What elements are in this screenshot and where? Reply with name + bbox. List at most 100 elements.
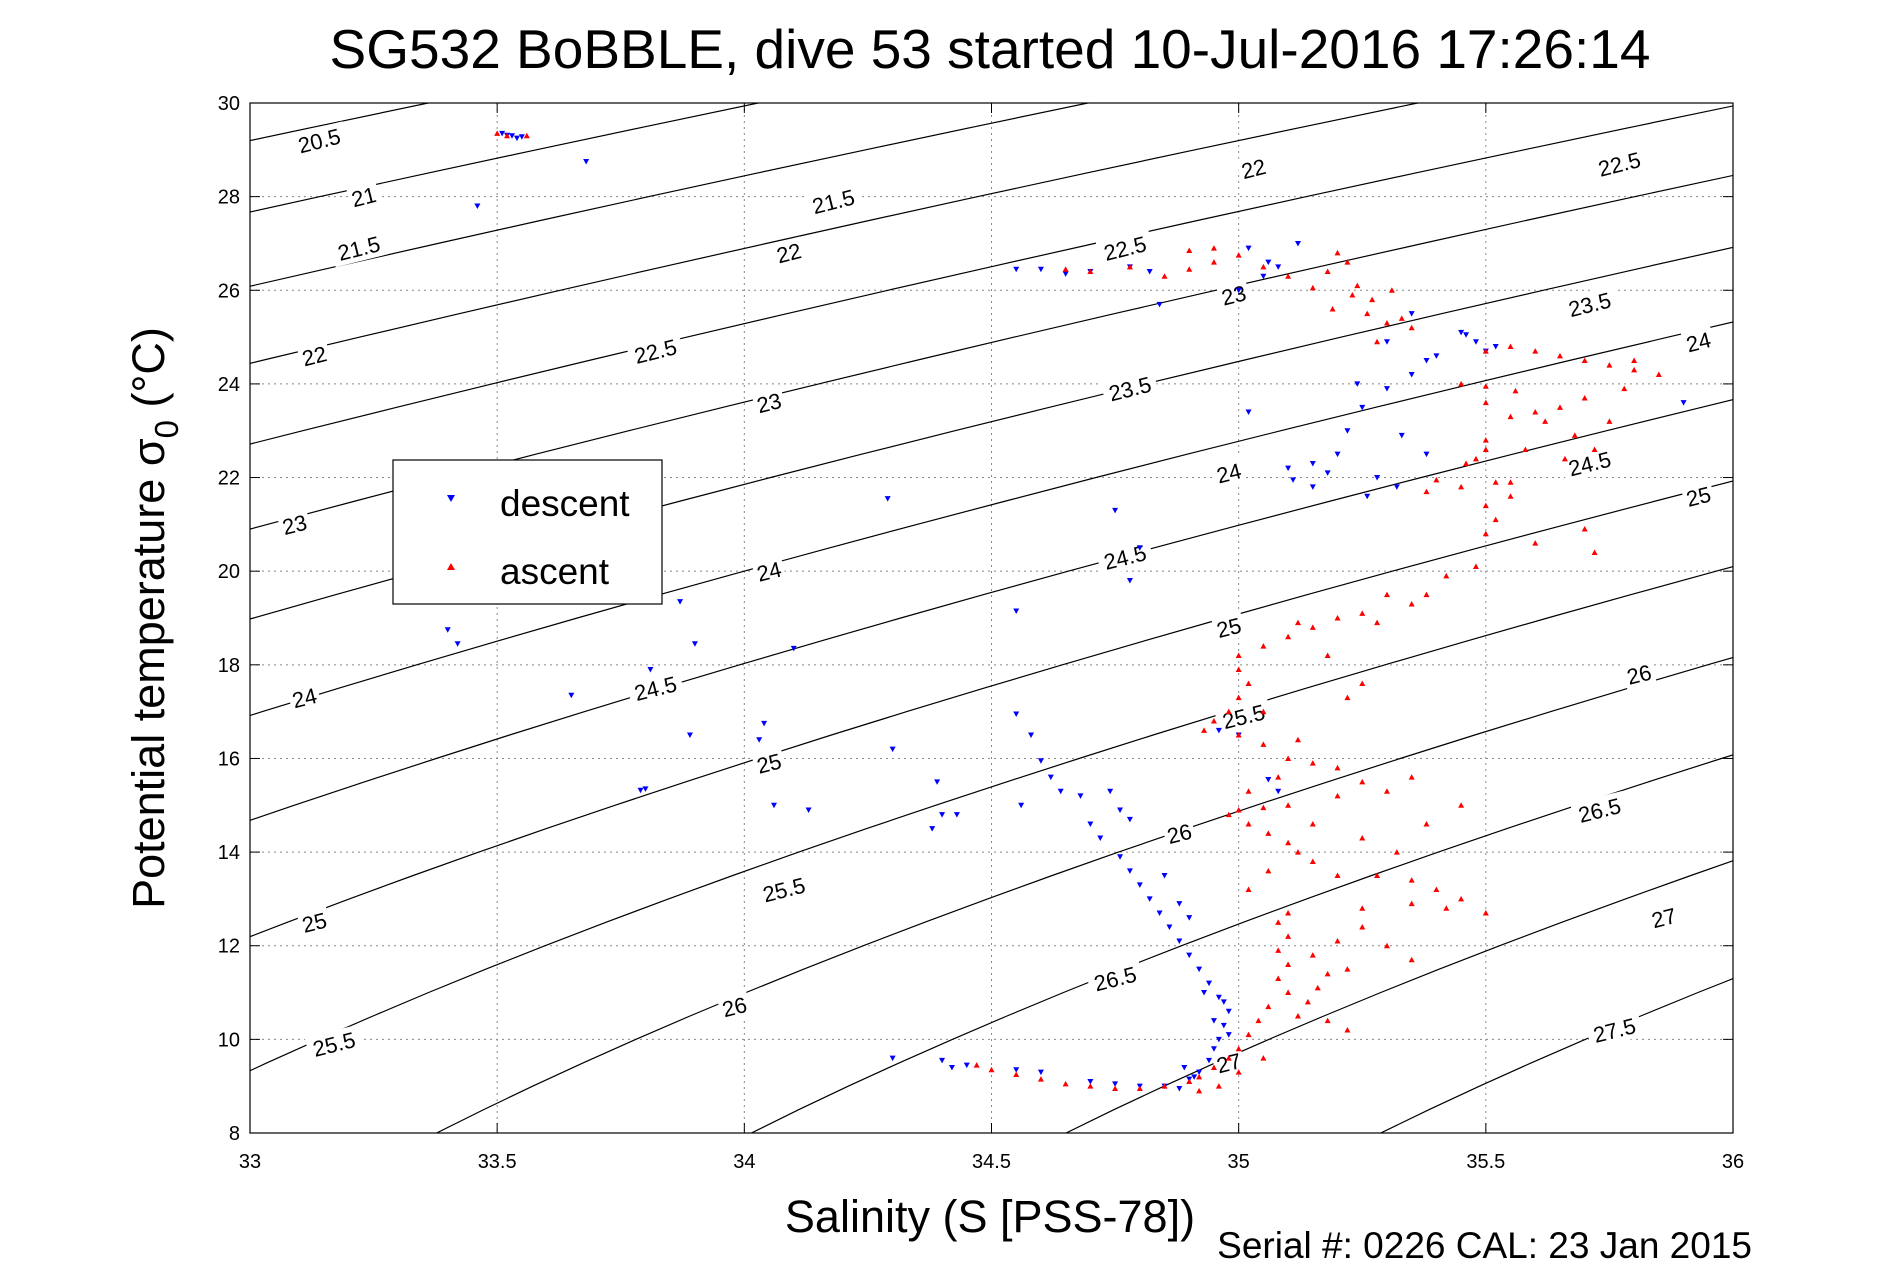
ascent-point — [1482, 399, 1489, 406]
legend: descent ascent — [392, 459, 663, 605]
descent-point — [1013, 608, 1020, 614]
descent-point — [1186, 952, 1193, 959]
descent-point — [1423, 451, 1430, 458]
descent-point — [1265, 777, 1272, 783]
density-contour-label: 26 — [1161, 817, 1197, 850]
density-contour-label: 25.5 — [304, 1024, 364, 1064]
ascent-point — [1265, 830, 1272, 836]
descent-point — [1215, 994, 1222, 1001]
ascent-point — [1309, 760, 1316, 766]
density-contour-label-bg — [1211, 611, 1247, 644]
descent-point — [1285, 465, 1292, 472]
descent-point — [1013, 711, 1020, 717]
ascent-point — [1255, 1017, 1262, 1024]
ascent-point — [1472, 563, 1479, 569]
legend-ascent-marker — [447, 563, 455, 570]
descent-point — [1161, 873, 1168, 879]
descent-point — [1309, 484, 1316, 490]
descent-point — [1344, 428, 1351, 434]
legend-descent-marker — [447, 495, 455, 502]
ascent-point — [1260, 263, 1267, 270]
ascent-point — [1443, 572, 1450, 579]
plot-area — [250, 103, 1733, 1133]
density-contour-label: 22 — [296, 339, 332, 373]
descent-point — [1201, 990, 1208, 996]
ascent-point — [1309, 952, 1316, 958]
descent-point — [756, 737, 763, 743]
ascent-point — [1581, 394, 1588, 401]
ascent-point — [1285, 273, 1292, 279]
ascent-point — [1507, 479, 1514, 485]
descent-point — [1245, 409, 1252, 415]
ascent-point — [1260, 741, 1267, 747]
axis-ticks: 33 33.5 34 34.5 35 35.5 36 8 10 12 14 16 18 20 22 24 26 2… — [218, 93, 1744, 1173]
descent-point — [1156, 910, 1163, 916]
ascent-point — [504, 132, 511, 139]
descent-point — [1215, 727, 1222, 734]
ascent-point — [1344, 694, 1351, 701]
ascent-point — [1285, 633, 1292, 640]
density-contour-label-bg — [1589, 144, 1649, 184]
ascent-point — [1196, 1073, 1203, 1080]
ascent-point — [1235, 1045, 1242, 1052]
descent-point — [1220, 1022, 1227, 1029]
ascent-point — [1507, 413, 1514, 420]
ascent-point — [1507, 343, 1514, 349]
density-contour-label-text: 21 — [349, 182, 379, 212]
ascent-point — [494, 130, 501, 136]
data-series — [444, 130, 1687, 1094]
density-contour-line — [250, 174, 1733, 530]
descent-point — [1408, 372, 1415, 378]
ascent-point — [1621, 385, 1628, 392]
descent-point — [1037, 266, 1044, 273]
density-contour-label: 22 — [1235, 152, 1272, 185]
ascent-point — [1225, 811, 1232, 818]
descent-point — [1062, 271, 1069, 277]
ascent-point — [1482, 909, 1489, 916]
ascent-point — [1225, 708, 1232, 715]
density-contour-label-bg — [754, 870, 814, 909]
ascent-point — [1344, 966, 1351, 972]
ascent-point — [1235, 806, 1242, 813]
density-contour-label-bg — [1680, 480, 1717, 513]
descent-point — [1225, 1008, 1232, 1015]
ascent-point — [1383, 788, 1390, 794]
descent-point — [1374, 475, 1381, 481]
descent-point — [1275, 788, 1282, 795]
descent-point — [1324, 470, 1331, 476]
ascent-point — [1532, 348, 1539, 354]
ascent-point — [1235, 252, 1242, 258]
density-contour-label: 26 — [1621, 657, 1657, 691]
descent-point — [1117, 807, 1124, 813]
density-contour-label: 24 — [751, 554, 787, 588]
chart-title: SG532 BoBBLE, dive 53 started 10-Jul-201… — [330, 18, 1651, 80]
descent-point — [1013, 1067, 1020, 1073]
ascent-point — [1245, 1031, 1252, 1038]
ascent-point — [1245, 886, 1252, 893]
ascent-point — [1265, 867, 1272, 874]
ascent-point — [1260, 1055, 1267, 1061]
ascent-point — [1161, 273, 1168, 279]
ascent-point — [1443, 905, 1450, 911]
density-contour-label-bg — [1100, 369, 1160, 408]
ascent-point — [1408, 774, 1415, 780]
density-contour-label-text: 22 — [774, 238, 804, 268]
density-contour-label: 21 — [346, 180, 382, 213]
density-contour-label-text: 25 — [1214, 613, 1244, 643]
descent-point — [963, 1062, 970, 1069]
density-contour-label-bg — [296, 339, 332, 373]
descent-point — [1383, 339, 1390, 345]
ascent-point — [1581, 526, 1588, 532]
ascent-point — [1087, 268, 1094, 275]
density-contour-label-bg — [751, 386, 787, 419]
serial-calibration-note: Serial #: 0226 CAL: 23 Jan 2015 — [1217, 1225, 1752, 1262]
ascent-point — [1087, 1083, 1094, 1089]
density-contour-label: 24 — [286, 681, 323, 714]
ascent-point — [1458, 380, 1465, 387]
density-contour-label-bg — [1680, 325, 1717, 359]
density-contour-label-text: 25 — [1684, 482, 1714, 512]
ascent-point — [1186, 247, 1193, 253]
ascent-point — [1201, 727, 1208, 733]
density-contour-label-bg — [771, 236, 807, 270]
y-axis-label-subscript: 0 — [148, 420, 185, 438]
